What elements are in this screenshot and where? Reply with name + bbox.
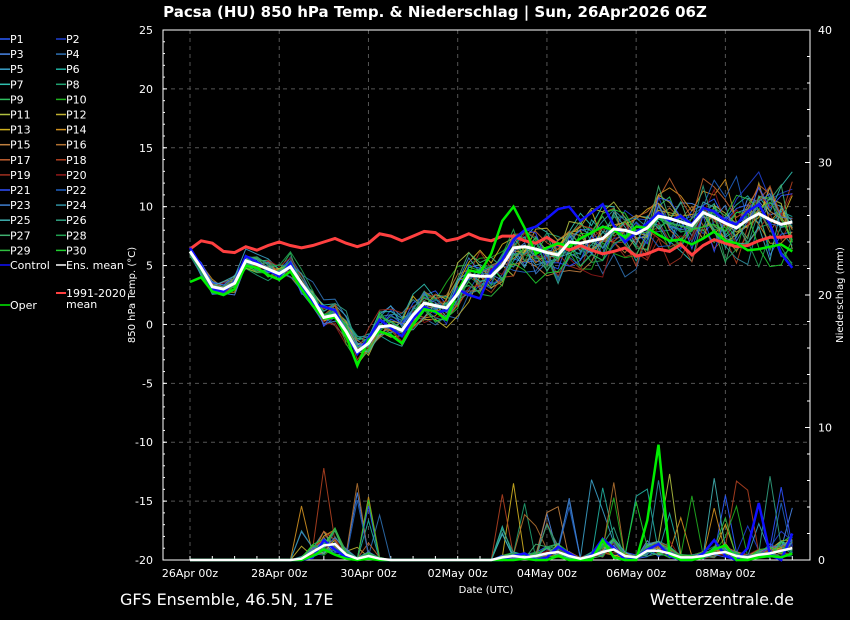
- legend-item: P30: [66, 244, 87, 257]
- main-series: [188, 202, 794, 562]
- footer-source: Wetterzentrale.de: [650, 590, 794, 609]
- legend-item: P3: [10, 48, 24, 61]
- legend-item: P22: [66, 184, 87, 197]
- legend-item: P12: [66, 109, 87, 122]
- legend-item: P24: [66, 199, 87, 212]
- x-tick-label: 06May 00z: [606, 567, 666, 580]
- x-axis-label: Date (UTC): [459, 585, 514, 596]
- legend-item: P5: [10, 63, 24, 76]
- y-right-tick-label: 30: [818, 157, 832, 170]
- oper-temp-line: [189, 204, 793, 370]
- legend-item: P20: [66, 169, 87, 182]
- legend-item: P18: [66, 154, 87, 167]
- y-right-tick-label: 10: [818, 422, 832, 435]
- y-left-tick-label: 0: [146, 318, 153, 331]
- y-left-label: 850 hPa Temp. (°C): [127, 247, 138, 343]
- legend-item: P17: [10, 154, 31, 167]
- legend-item: P15: [10, 139, 31, 152]
- x-tick-label: 02May 00z: [428, 567, 488, 580]
- climate-mean-line: [189, 229, 793, 258]
- member-temp-line: [189, 187, 793, 345]
- ens-mean-temp-line: [188, 210, 793, 354]
- x-tick-label: 04May 00z: [517, 567, 577, 580]
- x-tick-label: 30Apr 00z: [340, 567, 397, 580]
- legend-item: P11: [10, 109, 31, 122]
- legend-item: P6: [66, 63, 80, 76]
- legend-item: P28: [66, 229, 87, 242]
- y-left-tick-label: 10: [139, 201, 153, 214]
- legend-item: P16: [66, 139, 87, 152]
- legend-item: P8: [66, 78, 80, 91]
- legend-item: P1: [10, 33, 24, 46]
- ens-mean-precip-line: [190, 542, 793, 562]
- y-left-ticks: 25 20 15 10 5 0 -5 -10 -15 -20: [135, 24, 167, 567]
- y-left-tick-label: 5: [146, 260, 153, 273]
- legend-item: P25: [10, 214, 31, 227]
- y-left-tick-label: -15: [135, 495, 153, 508]
- legend-item-oper: Oper: [10, 299, 37, 312]
- y-right-ticks: 40 30 20 10 0: [805, 24, 832, 567]
- y-right-tick-label: 0: [818, 554, 825, 567]
- legend-item: P23: [10, 199, 31, 212]
- y-left-tick-label: -20: [135, 554, 153, 567]
- x-tick-label: 26Apr 00z: [162, 567, 219, 580]
- legend-item: P21: [10, 184, 31, 197]
- legend-item: P19: [10, 169, 31, 182]
- y-left-tick-label: 15: [139, 142, 153, 155]
- member-temp-line: [189, 188, 793, 350]
- y-right-tick-label: 20: [818, 289, 832, 302]
- legend-item-control: Control: [10, 259, 50, 272]
- y-left-tick-label: -10: [135, 436, 153, 449]
- y-right-label: Niederschlag (mm): [835, 247, 846, 343]
- member-temp-line: [189, 208, 793, 352]
- legend-item: P7: [10, 78, 24, 91]
- legend-item: P29: [10, 244, 31, 257]
- grid-lines: [163, 30, 810, 560]
- x-tick-label: 28Apr 00z: [251, 567, 308, 580]
- footer-model-info: GFS Ensemble, 46.5N, 17E: [120, 590, 333, 609]
- legend-item: P10: [66, 93, 87, 106]
- y-left-tick-label: 20: [139, 83, 153, 96]
- legend-item: P27: [10, 229, 31, 242]
- legend-item: P2: [66, 33, 80, 46]
- legend-item-climate-mean: 1991-2020 mean: [66, 287, 126, 311]
- legend: P1 P2 P3 P4 P5 P6 P7 P8 P9 P10 P11 P12 P13 P14 P15 P16 P…: [0, 33, 126, 312]
- y-left-tick-label: 25: [139, 24, 153, 37]
- legend-item: P9: [10, 93, 24, 106]
- chart-title: Pacsa (HU) 850 hPa Temp. & Niederschlag …: [163, 3, 707, 22]
- legend-item: P26: [66, 214, 87, 227]
- y-left-tick-label: -5: [142, 377, 153, 390]
- legend-item: P4: [66, 48, 80, 61]
- legend-item: P14: [66, 124, 87, 137]
- x-tick-label: 08May 00z: [695, 567, 755, 580]
- legend-item: P13: [10, 124, 31, 137]
- y-right-tick-label: 40: [818, 24, 832, 37]
- legend-item-ens-mean: Ens. mean: [66, 259, 124, 272]
